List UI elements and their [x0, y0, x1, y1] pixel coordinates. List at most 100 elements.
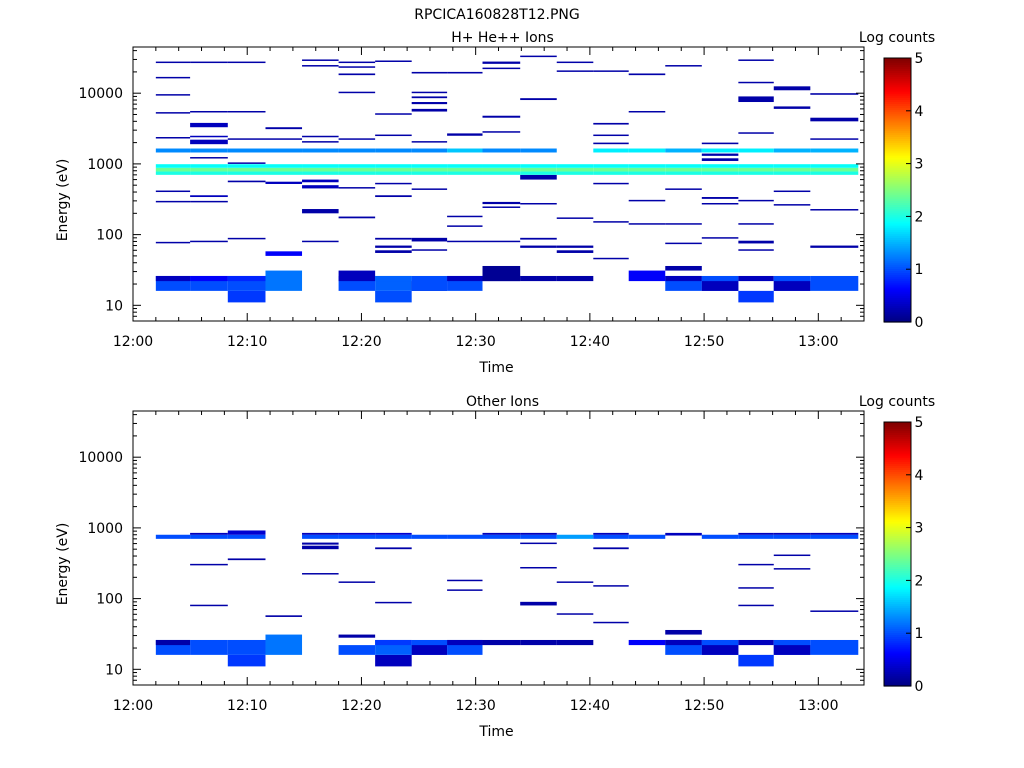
colorbar-segment — [884, 144, 911, 148]
heatmap-cell — [447, 240, 483, 243]
colorbar-segment — [884, 76, 911, 80]
heatmap-cell — [447, 215, 483, 218]
colorbar-segment — [884, 311, 911, 315]
heatmap-cell — [482, 532, 521, 535]
heatmap-cell — [665, 242, 702, 245]
colorbar-segment — [884, 599, 911, 603]
heatmap-cell — [375, 290, 412, 303]
colorbar-segment — [884, 430, 911, 433]
y-axis-ticks: 10 100 1000 10000 — [78, 50, 864, 322]
colorbar-segment — [884, 459, 911, 462]
heatmap-cell — [302, 65, 339, 67]
colorbar-segment — [884, 473, 911, 477]
colorbar-segment — [884, 422, 911, 425]
heatmap-cell — [375, 532, 412, 535]
heatmap-cell — [810, 245, 859, 248]
heatmap-cell — [810, 209, 859, 211]
colorbar-segment — [884, 547, 911, 551]
heatmap-cell — [375, 167, 412, 172]
colorbar-segment — [884, 264, 911, 267]
colorbar-segment — [884, 461, 911, 464]
heatmap-cell — [447, 639, 483, 646]
colorbar-segment — [884, 280, 911, 284]
heatmap-cell — [375, 245, 412, 248]
heatmap-cell — [155, 148, 191, 153]
heatmap-cell — [482, 201, 521, 205]
colorbar-tick-label: 5 — [915, 51, 924, 67]
heatmap-cell — [447, 171, 483, 175]
heatmap-cell — [556, 171, 594, 175]
colorbar-segment — [884, 117, 911, 121]
colorbar-segment — [884, 667, 911, 671]
heatmap-cell — [556, 581, 594, 583]
heatmap-cell — [227, 164, 266, 168]
heatmap-cell — [411, 71, 448, 74]
heatmap-cell — [556, 167, 594, 172]
colorbar-segment — [884, 169, 911, 173]
y-tick-label: 10000 — [78, 450, 123, 466]
heatmap-cell — [227, 61, 266, 64]
y-tick-label: 10 — [105, 298, 123, 314]
colorbar-label: Log counts — [859, 394, 935, 410]
colorbar-segment — [884, 124, 911, 127]
colorbar-segment — [884, 659, 911, 662]
colorbar-segment — [884, 249, 911, 253]
heatmap-cell — [411, 237, 448, 242]
colorbar-segment — [884, 134, 911, 137]
colorbar-segment — [884, 521, 911, 524]
heatmap-cell — [227, 162, 266, 164]
colorbar-segment — [884, 620, 911, 623]
heatmap-cell — [190, 240, 228, 243]
heatmap-cell — [665, 532, 702, 536]
colorbar-segment — [884, 467, 911, 471]
heatmap-cell — [302, 545, 339, 550]
heatmap-cell — [447, 71, 483, 74]
heatmap-cell — [265, 251, 303, 256]
heatmap-cell — [411, 534, 448, 539]
colorbar-segment — [884, 119, 911, 123]
x-tick-label: 13:00 — [798, 334, 838, 350]
heatmap-cell — [190, 639, 228, 655]
colorbar-segment — [884, 212, 911, 216]
colorbar-segment — [884, 198, 911, 201]
heatmap-cell — [810, 148, 859, 153]
y-tick-label: 1000 — [87, 157, 123, 173]
colorbar-segment — [884, 457, 911, 460]
heatmap-cell — [593, 621, 629, 624]
colorbar-segment — [884, 648, 911, 652]
heatmap-cell — [338, 61, 376, 64]
colorbar-segment — [884, 510, 911, 514]
colorbar-segment — [884, 299, 911, 302]
heatmap-cell — [701, 237, 739, 239]
colorbar-segment — [884, 543, 911, 547]
colorbar-segment — [884, 161, 911, 164]
colorbar-segment — [884, 681, 911, 685]
heatmap-cell — [810, 532, 859, 535]
heatmap-cell — [482, 534, 521, 539]
colorbar-segment — [884, 291, 911, 294]
heatmap-cell — [556, 61, 594, 64]
heatmap-cell — [738, 199, 774, 202]
colorbar-segment — [884, 256, 911, 259]
heatmap-cell — [227, 558, 266, 561]
heatmap-cell — [411, 141, 448, 143]
y-tick-label: 10 — [105, 662, 123, 678]
colorbar-segment — [884, 545, 911, 549]
x-tick-label: 12:50 — [684, 698, 724, 714]
colorbar-segment — [884, 578, 911, 582]
heatmap-cell — [665, 639, 702, 646]
heatmap-cell — [628, 534, 666, 539]
heatmap-cell — [665, 265, 702, 271]
heatmap-cell — [556, 245, 594, 248]
colorbar-segment — [884, 64, 911, 67]
heatmap-cell — [411, 167, 448, 172]
heatmap-cell — [738, 275, 774, 282]
heatmap-cell — [155, 639, 191, 646]
heatmap-cell — [411, 645, 448, 655]
colorbar-segment — [884, 617, 911, 621]
colorbar-segment — [884, 208, 911, 212]
colorbar-segment — [884, 463, 911, 466]
heatmap-cells — [155, 530, 859, 667]
colorbar-segment — [884, 303, 911, 307]
